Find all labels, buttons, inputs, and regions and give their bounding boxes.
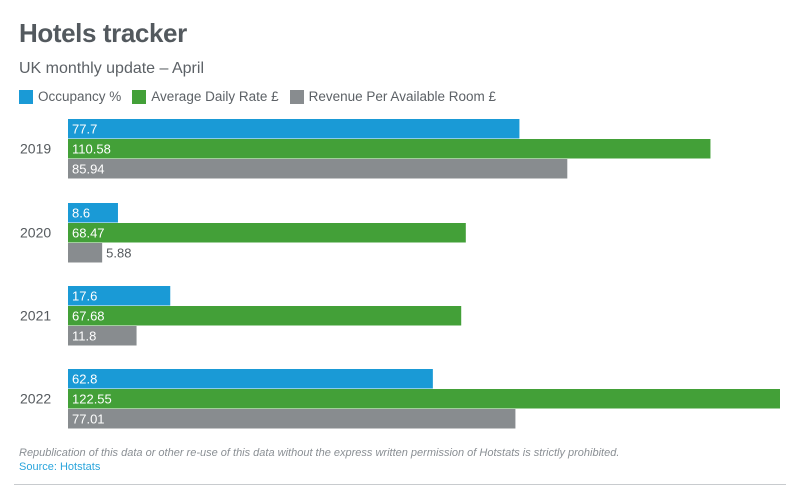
bar-occupancy-2021: [68, 286, 171, 306]
legend-swatch-revpar: [289, 89, 304, 104]
data-label-revpar-2021: 11.8: [72, 328, 96, 343]
bar-occupancy-2020: [68, 203, 118, 223]
data-label-occupancy-2021: 17.6: [72, 288, 97, 303]
bottom-divider: [14, 484, 786, 485]
data-label-occupancy-2019: 77.7: [72, 121, 97, 136]
chart-subtitle: UK monthly update – April: [19, 60, 204, 77]
category-label-2022: 2022: [20, 390, 51, 406]
legend-label-adr: Average Daily Rate £: [151, 89, 279, 104]
category-label-2019: 2019: [20, 140, 51, 156]
data-label-revpar-2019: 85.94: [72, 161, 105, 176]
bar-revpar-2020: [68, 243, 103, 263]
legend-item-occupancy: Occupancy %: [19, 89, 121, 104]
data-label-adr-2020: 68.47: [72, 225, 105, 240]
legend-swatch-adr: [132, 89, 147, 104]
data-label-adr-2019: 110.58: [72, 141, 111, 156]
source-link[interactable]: Source: Hotstats: [19, 461, 101, 473]
category-label-2020: 2020: [20, 224, 51, 240]
data-label-revpar-2022: 77.01: [72, 411, 105, 426]
bar-adr-2021: [68, 306, 462, 326]
data-label-adr-2021: 67.68: [72, 308, 105, 323]
bar-revpar-2021: [68, 326, 137, 346]
bar-adr-2019: [68, 139, 711, 159]
legend-label-revpar: Revenue Per Available Room £: [308, 89, 496, 104]
legend-label-occupancy: Occupancy %: [38, 89, 122, 104]
bar-revpar-2019: [68, 159, 568, 179]
category-label-2021: 2021: [20, 307, 51, 323]
bar-adr-2022: [68, 389, 780, 409]
data-label-occupancy-2020: 8.6: [72, 205, 90, 220]
legend-item-adr: Average Daily Rate £: [132, 89, 279, 104]
legend: Occupancy % Average Daily Rate £ Revenue…: [19, 89, 507, 104]
legend-swatch-occupancy: [19, 89, 33, 104]
data-label-occupancy-2022: 62.8: [72, 371, 97, 386]
data-label-revpar-2020: 5.88: [106, 245, 131, 260]
data-label-adr-2022: 122.55: [72, 391, 112, 406]
republication-note: Republication of this data or other re-u…: [19, 447, 620, 459]
bar-adr-2020: [68, 223, 466, 243]
chart-title: Hotels tracker: [19, 18, 187, 48]
bar-occupancy-2019: [68, 119, 520, 139]
legend-item-revpar: Revenue Per Available Room £: [289, 89, 496, 104]
bar-revpar-2022: [68, 409, 516, 429]
bar-occupancy-2022: [68, 369, 433, 389]
